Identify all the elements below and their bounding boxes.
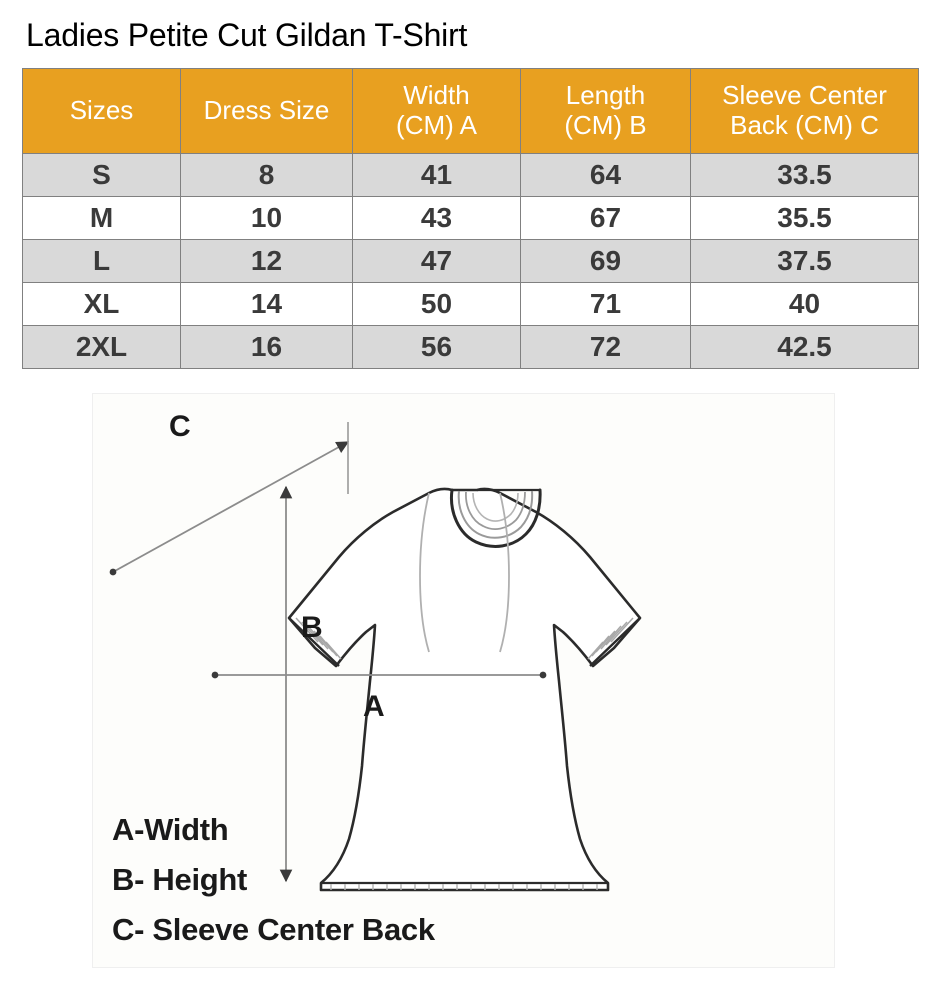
table-header-row: Sizes Dress Size Width (CM) A Length (CM… bbox=[22, 68, 919, 154]
column-header-dress-size-line1: Dress Size bbox=[203, 95, 330, 126]
cell-length: 64 bbox=[520, 153, 691, 197]
table-row: S 8 41 64 33.5 bbox=[22, 153, 919, 197]
cell-dress-size: 12 bbox=[180, 239, 353, 283]
column-header-width-line1: Width bbox=[403, 80, 470, 111]
diagram-legend: A-Width B- Height C- Sleeve Center Back bbox=[112, 805, 542, 955]
column-header-length: Length (CM) B bbox=[520, 68, 691, 154]
legend-item-b: B- Height bbox=[112, 862, 248, 897]
tshirt-diagram-svg: C B A bbox=[109, 410, 642, 892]
cell-length: 69 bbox=[520, 239, 691, 283]
cell-width: 50 bbox=[352, 282, 521, 326]
cell-dress-size: 10 bbox=[180, 196, 353, 240]
measurement-diagram-panel: C B A bbox=[92, 393, 835, 968]
cell-size: S bbox=[22, 153, 181, 197]
cell-sleeve: 42.5 bbox=[690, 325, 919, 369]
cell-sleeve: 37.5 bbox=[690, 239, 919, 283]
legend-item-c: C- Sleeve Center Back bbox=[112, 912, 435, 947]
cell-length: 67 bbox=[520, 196, 691, 240]
cell-dress-size: 8 bbox=[180, 153, 353, 197]
cell-dress-size: 16 bbox=[180, 325, 353, 369]
column-header-width-line2: (CM) A bbox=[396, 110, 477, 140]
cell-size: L bbox=[22, 239, 181, 283]
table-row: XL 14 50 71 40 bbox=[22, 282, 919, 326]
cell-length: 72 bbox=[520, 325, 691, 369]
measure-arrow-c bbox=[109, 422, 350, 576]
table-row: M 10 43 67 35.5 bbox=[22, 196, 919, 240]
column-header-width: Width (CM) A bbox=[352, 68, 521, 154]
cell-sleeve: 33.5 bbox=[690, 153, 919, 197]
cell-dress-size: 14 bbox=[180, 282, 353, 326]
table-row: L 12 47 69 37.5 bbox=[22, 239, 919, 283]
column-header-length-line1: Length bbox=[565, 80, 646, 111]
column-header-sleeve-center-back: Sleeve Center Back (CM) C bbox=[690, 68, 919, 154]
cell-sleeve: 40 bbox=[690, 282, 919, 326]
legend-item-a: A-Width bbox=[112, 812, 229, 847]
column-header-sleeve-line1: Sleeve Center bbox=[722, 80, 887, 111]
measure-label-a: A bbox=[363, 690, 385, 723]
column-header-sizes-line1: Sizes bbox=[69, 95, 134, 126]
column-header-dress-size: Dress Size bbox=[180, 68, 353, 154]
column-header-length-line2: (CM) B bbox=[564, 110, 647, 140]
measure-label-c: C bbox=[169, 410, 191, 443]
size-chart-table: Sizes Dress Size Width (CM) A Length (CM… bbox=[22, 68, 919, 369]
measure-label-b: B bbox=[301, 611, 323, 644]
cell-size: 2XL bbox=[22, 325, 181, 369]
column-header-sizes: Sizes bbox=[22, 68, 181, 154]
cell-width: 41 bbox=[352, 153, 521, 197]
tshirt-outline-icon bbox=[287, 487, 642, 892]
page-title: Ladies Petite Cut Gildan T-Shirt bbox=[26, 17, 468, 53]
cell-width: 47 bbox=[352, 239, 521, 283]
cell-sleeve: 35.5 bbox=[690, 196, 919, 240]
cell-size: XL bbox=[22, 282, 181, 326]
cell-length: 71 bbox=[520, 282, 691, 326]
column-header-sleeve-line2: Back (CM) C bbox=[730, 110, 879, 140]
cell-width: 43 bbox=[352, 196, 521, 240]
cell-size: M bbox=[22, 196, 181, 240]
cell-width: 56 bbox=[352, 325, 521, 369]
table-row: 2XL 16 56 72 42.5 bbox=[22, 325, 919, 369]
